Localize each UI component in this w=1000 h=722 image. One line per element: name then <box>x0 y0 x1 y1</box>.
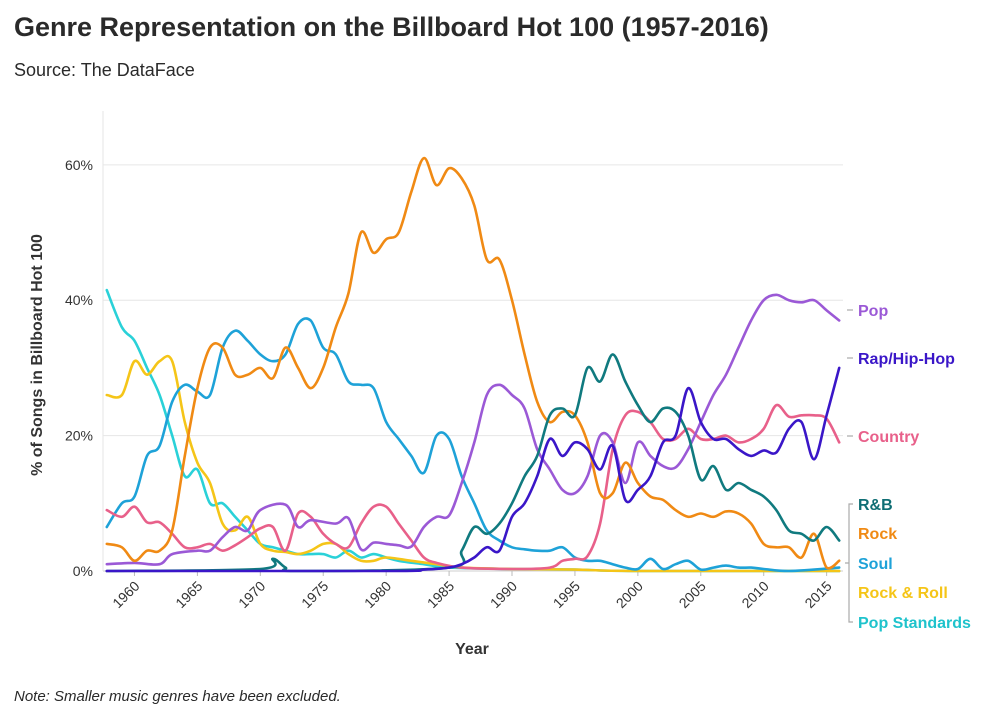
y-axis-ticks: 0% 20% 40% 60% <box>65 157 93 579</box>
series-label-r-b: R&B <box>858 497 893 514</box>
x-axis-ticks: 1960 1965 1970 1975 1980 1985 1990 1995 2000 2005… <box>109 571 835 611</box>
series-line-country <box>105 403 841 571</box>
y-tick-label: 0% <box>73 563 93 579</box>
x-tick-label: 1960 <box>109 578 142 611</box>
series-label-pop: Pop <box>858 303 888 320</box>
x-tick-label: 1990 <box>487 578 520 611</box>
x-tick-label: 2015 <box>801 578 834 611</box>
series-line-pop <box>105 293 841 566</box>
y-tick-label: 20% <box>65 428 93 444</box>
x-tick-label: 1980 <box>361 578 394 611</box>
y-tick-label: 40% <box>65 292 93 308</box>
series-line-rap-hip-hop <box>105 366 841 573</box>
chart-note: Note: Smaller music genres have been exc… <box>14 688 341 705</box>
y-axis-title: % of Songs in Billboard Hot 100 <box>29 234 46 476</box>
x-tick-label: 2000 <box>613 578 646 611</box>
chart-subtitle: Source: The DataFace <box>14 60 195 80</box>
x-tick-label: 1970 <box>235 578 268 611</box>
series-line-rock-roll <box>105 354 841 573</box>
series-label-rock-roll: Rock & Roll <box>858 585 948 602</box>
label-bracket <box>845 503 853 623</box>
series-labels: Pop Rap/Hip-Hop Country R&B Rock Soul Rock & R… <box>845 303 971 632</box>
series-label-pop-standards: Pop Standards <box>858 615 971 632</box>
chart-title: Genre Representation on the Billboard Ho… <box>14 12 769 42</box>
x-tick-label: 1985 <box>424 578 457 611</box>
series-label-rap-hip-hop: Rap/Hip-Hop <box>858 351 955 368</box>
x-axis-title: Year <box>455 641 489 658</box>
y-tick-label: 60% <box>65 157 93 173</box>
x-tick-label: 1965 <box>172 578 205 611</box>
x-tick-label: 2010 <box>738 578 771 611</box>
series-line-rock <box>105 156 841 570</box>
x-tick-label: 2005 <box>676 578 709 611</box>
x-tick-label: 1975 <box>298 578 331 611</box>
series-label-country: Country <box>858 429 919 446</box>
series-label-soul: Soul <box>858 556 893 573</box>
series-label-rock: Rock <box>858 526 897 543</box>
series-lines <box>105 156 841 573</box>
series-line-r-b <box>105 353 841 573</box>
x-tick-label: 1995 <box>550 578 583 611</box>
